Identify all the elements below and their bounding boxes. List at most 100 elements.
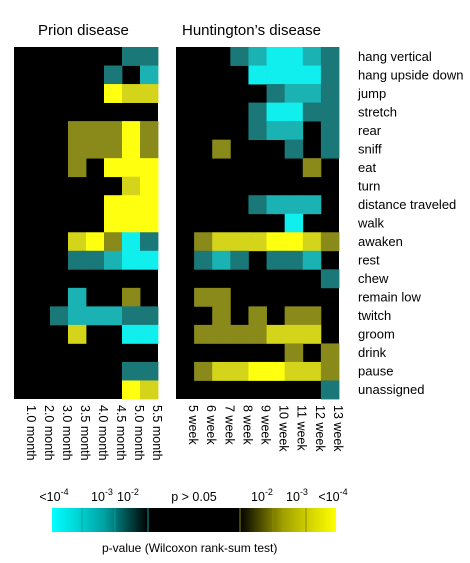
column-label: 3.0 month xyxy=(60,405,74,461)
colorbar-increase-gradient xyxy=(240,508,336,532)
row-label: turn xyxy=(358,178,380,193)
column-label: 12 week xyxy=(313,405,327,452)
heatmap-cell xyxy=(320,343,340,363)
heatmap-cell xyxy=(68,232,87,252)
colorbar-neutral-band xyxy=(148,508,240,532)
heatmap-cell xyxy=(104,121,123,141)
heatmap-cell xyxy=(104,158,123,178)
heatmap-cell xyxy=(104,213,123,233)
heatmap-cell xyxy=(194,232,213,252)
heatmap-cell xyxy=(140,213,159,233)
heatmap-cell xyxy=(86,232,105,252)
heatmap-panel-1 xyxy=(176,47,340,400)
heatmap-cell xyxy=(230,47,249,66)
colorbar-tick-label: <10-4 xyxy=(39,487,68,504)
heatmap-cell xyxy=(284,361,304,381)
heatmap-cell xyxy=(122,232,141,252)
heatmap-cell xyxy=(320,232,340,252)
column-label: 5 week xyxy=(186,405,200,445)
column-label: 11 week xyxy=(295,405,309,451)
heatmap-cell xyxy=(284,121,304,141)
column-label: 4.0 month xyxy=(96,405,110,461)
heatmap-cell xyxy=(230,232,249,252)
colorbar-tick-label: 10-2 xyxy=(117,487,139,504)
heatmap-cell xyxy=(212,287,231,307)
heatmap-cell xyxy=(122,324,141,344)
heatmap-cell xyxy=(194,287,213,307)
row-label: rest xyxy=(358,253,380,268)
heatmap-cell xyxy=(122,287,141,307)
row-label: walk xyxy=(357,216,385,231)
heatmap-cell xyxy=(284,343,304,363)
column-label: 7 week xyxy=(222,405,236,445)
heatmap-cell xyxy=(68,139,87,159)
heatmap-cell xyxy=(122,139,141,159)
heatmap-cell xyxy=(266,195,286,215)
heatmap-cell xyxy=(248,324,267,344)
colorbar-tick-label: 10-2 xyxy=(251,487,273,504)
heatmap-cell xyxy=(140,121,159,141)
row-label: drink xyxy=(358,345,387,360)
heatmap-cell xyxy=(284,102,304,122)
heatmap-cell xyxy=(266,84,286,103)
heatmap-cell xyxy=(122,84,141,103)
row-label: pause xyxy=(358,364,393,379)
column-label: 9 week xyxy=(259,405,273,445)
heatmap-cell xyxy=(230,361,249,381)
heatmap-cell xyxy=(284,232,304,252)
heatmap-cell xyxy=(302,47,322,66)
heatmap-cell xyxy=(284,324,304,344)
heatmap-cell xyxy=(68,306,87,326)
heatmap-cell xyxy=(284,213,304,233)
row-label: groom xyxy=(358,327,395,342)
heatmap-cell xyxy=(140,232,159,252)
heatmap-cell xyxy=(194,324,213,344)
heatmap-cell xyxy=(320,361,340,381)
colorbar-tick-label: <10-4 xyxy=(318,487,347,504)
panel-title-prion: Prion disease xyxy=(38,22,129,39)
heatmap-cell xyxy=(302,102,322,122)
heatmap-panel-0 xyxy=(14,47,159,400)
heatmap-cell xyxy=(248,232,267,252)
heatmap-cell xyxy=(212,324,231,344)
heatmap-cell xyxy=(284,306,304,326)
heatmap-cell xyxy=(86,139,105,159)
heatmap-cell xyxy=(68,250,87,270)
heatmap-cell xyxy=(194,361,213,381)
heatmap-cell xyxy=(248,306,267,326)
heatmap-cell xyxy=(140,176,159,196)
heatmap-cell xyxy=(302,65,322,85)
heatmap-cell xyxy=(266,324,286,344)
heatmap-cell xyxy=(140,65,159,85)
heatmap-cell xyxy=(50,306,69,326)
heatmap-cell xyxy=(248,121,267,141)
colorbar-tick-label: 10-3 xyxy=(286,487,308,504)
heatmap-cell xyxy=(302,324,322,344)
heatmap-cell xyxy=(122,195,141,215)
heatmap-cell xyxy=(140,195,159,215)
colorbar-decrease-gradient xyxy=(52,508,148,532)
heatmap-cell xyxy=(122,47,141,66)
heatmap-cell xyxy=(320,121,340,141)
heatmap-cell xyxy=(284,139,304,159)
heatmap-cell xyxy=(212,232,231,252)
heatmap-cell xyxy=(266,65,286,85)
column-label: 8 week xyxy=(240,405,254,445)
heatmap-cell xyxy=(104,65,123,85)
heatmap-cell xyxy=(302,232,322,252)
colorbar-tick-label: 10-3 xyxy=(91,487,113,504)
heatmap-cell xyxy=(104,195,123,215)
row-label: unassigned xyxy=(358,382,425,397)
heatmap-cell xyxy=(284,250,304,270)
heatmap-cell xyxy=(194,250,213,270)
heatmap-cell xyxy=(104,232,123,252)
heatmap-cell xyxy=(302,195,322,215)
heatmap-cell xyxy=(284,84,304,103)
heatmap-cell xyxy=(320,380,340,400)
heatmap-cell xyxy=(140,324,159,344)
heatmap-cell xyxy=(122,158,141,178)
heatmap-cell xyxy=(122,176,141,196)
heatmap-cell xyxy=(122,121,141,141)
heatmap-cell xyxy=(140,139,159,159)
